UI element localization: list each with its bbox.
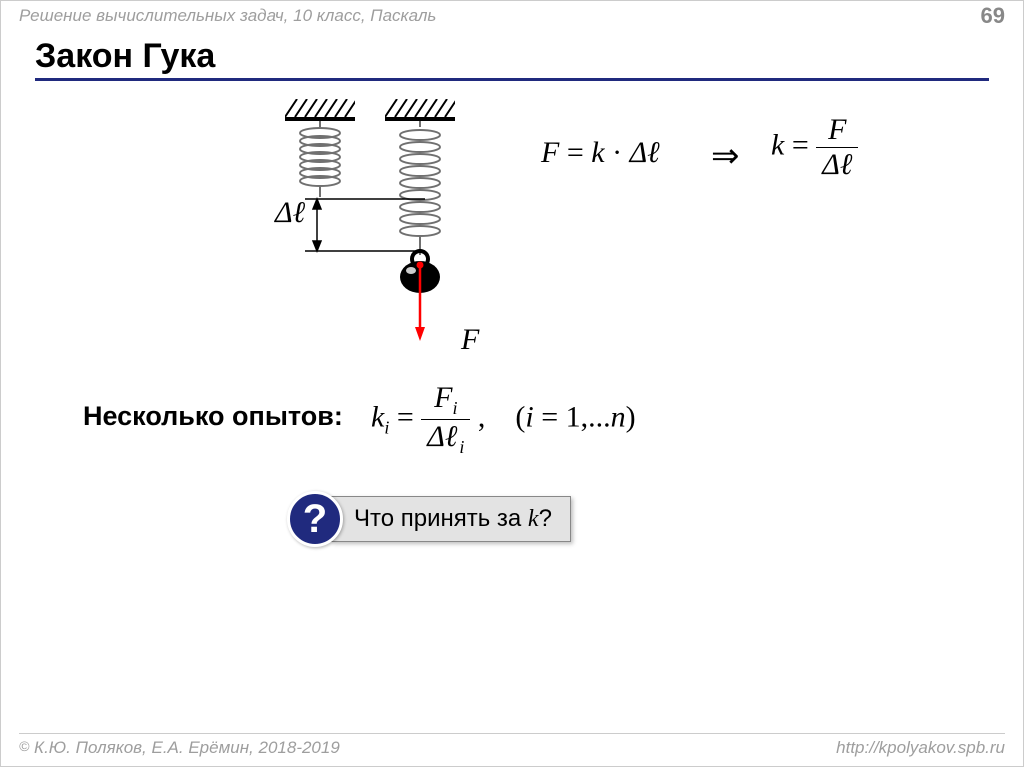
question-mark-icon: ? — [287, 491, 343, 547]
eq1-lhs: F — [541, 136, 559, 169]
eq3-num: F — [434, 381, 452, 414]
equation-ki: ki = Fi Δℓi , (i = 1,...n) — [371, 381, 636, 458]
footer-divider — [19, 733, 1005, 734]
eq3-range-n: n — [611, 400, 626, 433]
anchor-right — [385, 99, 455, 121]
eq3-num-sub: i — [452, 398, 457, 418]
footer: © К.Ю. Поляков, Е.А. Ерёмин, 2018-2019 h… — [1, 733, 1023, 766]
eq3-range-var: i — [525, 400, 533, 433]
equation-k: k = F Δℓ — [771, 113, 858, 182]
question-callout: ? Что принять за k? — [287, 491, 571, 547]
header-subject: Решение вычислительных задач, 10 класс, … — [19, 6, 436, 26]
slide: Решение вычислительных задач, 10 класс, … — [0, 0, 1024, 767]
eq3-range-eq: = 1,... — [534, 400, 611, 433]
eq3-k: k — [371, 400, 384, 433]
eq2-lhs: k — [771, 128, 784, 161]
eq1-dl: Δℓ — [630, 136, 660, 169]
eq2-num: F — [816, 113, 858, 148]
anchor-left — [285, 99, 355, 121]
eq3-den-sub: i — [459, 437, 464, 457]
title-underline — [35, 78, 989, 81]
eq1-k: k — [591, 136, 604, 169]
page-number: 69 — [981, 3, 1005, 29]
force-arrow — [414, 261, 426, 341]
header: Решение вычислительных задач, 10 класс, … — [1, 1, 1023, 31]
page-title: Закон Гука — [35, 37, 989, 76]
title-block: Закон Гука — [35, 37, 989, 81]
eq3-range-open: ( — [515, 400, 525, 433]
question-text-k: k — [528, 506, 539, 532]
eq3-den: Δℓ — [427, 420, 457, 453]
footer-url: http://kpolyakov.spb.ru — [836, 738, 1005, 758]
equation-hooke: F = k · Δℓ — [541, 136, 660, 170]
question-box: Что принять за k? — [331, 496, 571, 542]
question-text-post: ? — [539, 505, 552, 532]
eq3-range-close: ) — [626, 400, 636, 433]
experiments-header: Несколько опытов: — [83, 401, 343, 432]
implies-arrow: ⇒ — [711, 136, 740, 176]
force-label: F — [461, 323, 479, 357]
eq2-den: Δℓ — [816, 148, 858, 182]
footer-copyright: © К.Ю. Поляков, Е.А. Ерёмин, 2018-2019 — [19, 738, 340, 758]
eq3-k-sub: i — [384, 417, 389, 437]
delta-l-label: Δℓ — [275, 196, 305, 230]
question-text-pre: Что принять за — [354, 505, 528, 532]
